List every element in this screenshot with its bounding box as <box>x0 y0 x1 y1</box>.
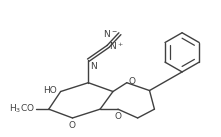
Text: O: O <box>69 121 76 130</box>
Text: N$^+$: N$^+$ <box>109 41 124 52</box>
Text: N: N <box>90 62 97 71</box>
Text: O: O <box>114 112 121 121</box>
Text: HO: HO <box>43 86 57 95</box>
Text: N$^-$: N$^-$ <box>103 28 118 39</box>
Text: H$_3$CO: H$_3$CO <box>9 103 35 115</box>
Text: O: O <box>129 77 136 86</box>
